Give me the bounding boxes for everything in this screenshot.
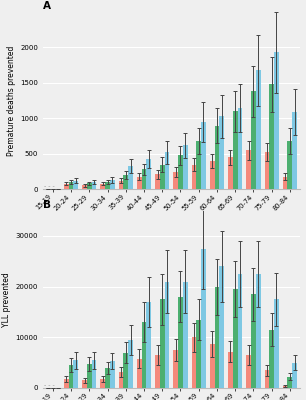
Bar [201,249,206,388]
Bar [183,282,188,388]
Bar [292,112,297,189]
Bar [183,145,188,189]
Bar [110,180,115,189]
Bar [196,141,201,189]
Bar [201,122,206,189]
Bar [178,155,183,189]
Text: - - -: - - - [44,383,54,388]
Y-axis label: Premature deaths prevented: Premature deaths prevented [7,46,16,156]
Bar [264,370,269,388]
Bar [174,350,178,388]
Bar [251,294,256,388]
Legend: 2025, 2035, 2045: 2025, 2035, 2045 [111,286,232,296]
Text: - - -: - - - [44,184,54,189]
Bar [165,152,169,189]
Text: A: A [43,1,51,11]
Bar [92,360,96,388]
Bar [237,108,242,189]
Bar [100,184,105,189]
Bar [219,266,224,388]
Bar [119,372,123,388]
Bar [69,365,73,388]
Bar [105,182,110,189]
Bar [142,170,146,189]
Y-axis label: YLL prevented: YLL prevented [2,272,11,327]
Bar [246,355,251,388]
Bar [210,344,215,388]
Bar [228,158,233,189]
Bar [274,52,279,189]
Bar [233,289,237,388]
Bar [256,274,260,388]
Bar [160,299,165,388]
Bar [228,352,233,388]
Bar [246,150,251,189]
Bar [137,176,142,189]
Bar [146,159,151,189]
Bar [146,302,151,388]
Bar [237,274,242,388]
Bar [82,380,87,388]
Bar [269,330,274,388]
Bar [73,181,78,189]
Bar [196,320,201,388]
Bar [142,322,146,388]
Bar [165,282,169,388]
Bar [155,174,160,189]
Bar [82,185,87,189]
Bar [64,379,69,388]
Bar [69,182,73,189]
Bar [105,368,110,388]
Bar [283,386,287,388]
Text: B: B [43,200,51,210]
Bar [73,360,78,388]
Bar [87,183,92,189]
Bar [210,161,215,189]
Bar [174,172,178,189]
Bar [110,361,115,388]
Bar [256,70,260,189]
Bar [87,364,92,388]
Bar [123,175,128,189]
Bar [64,184,69,189]
Bar [264,152,269,189]
Bar [128,340,133,388]
Bar [283,176,287,189]
Bar [274,299,279,388]
Bar [178,297,183,388]
Bar [92,182,96,189]
Bar [251,92,256,189]
Bar [119,181,123,189]
Bar [287,141,292,189]
Bar [215,126,219,189]
Bar [123,352,128,388]
Bar [192,164,196,189]
Bar [128,166,133,189]
Bar [219,116,224,189]
Bar [287,377,292,388]
Bar [160,164,165,189]
Bar [269,84,274,189]
Bar [192,337,196,388]
Bar [215,287,219,388]
Bar [292,363,297,388]
Bar [233,111,237,189]
Bar [137,359,142,388]
Bar [100,379,105,388]
Bar [155,355,160,388]
